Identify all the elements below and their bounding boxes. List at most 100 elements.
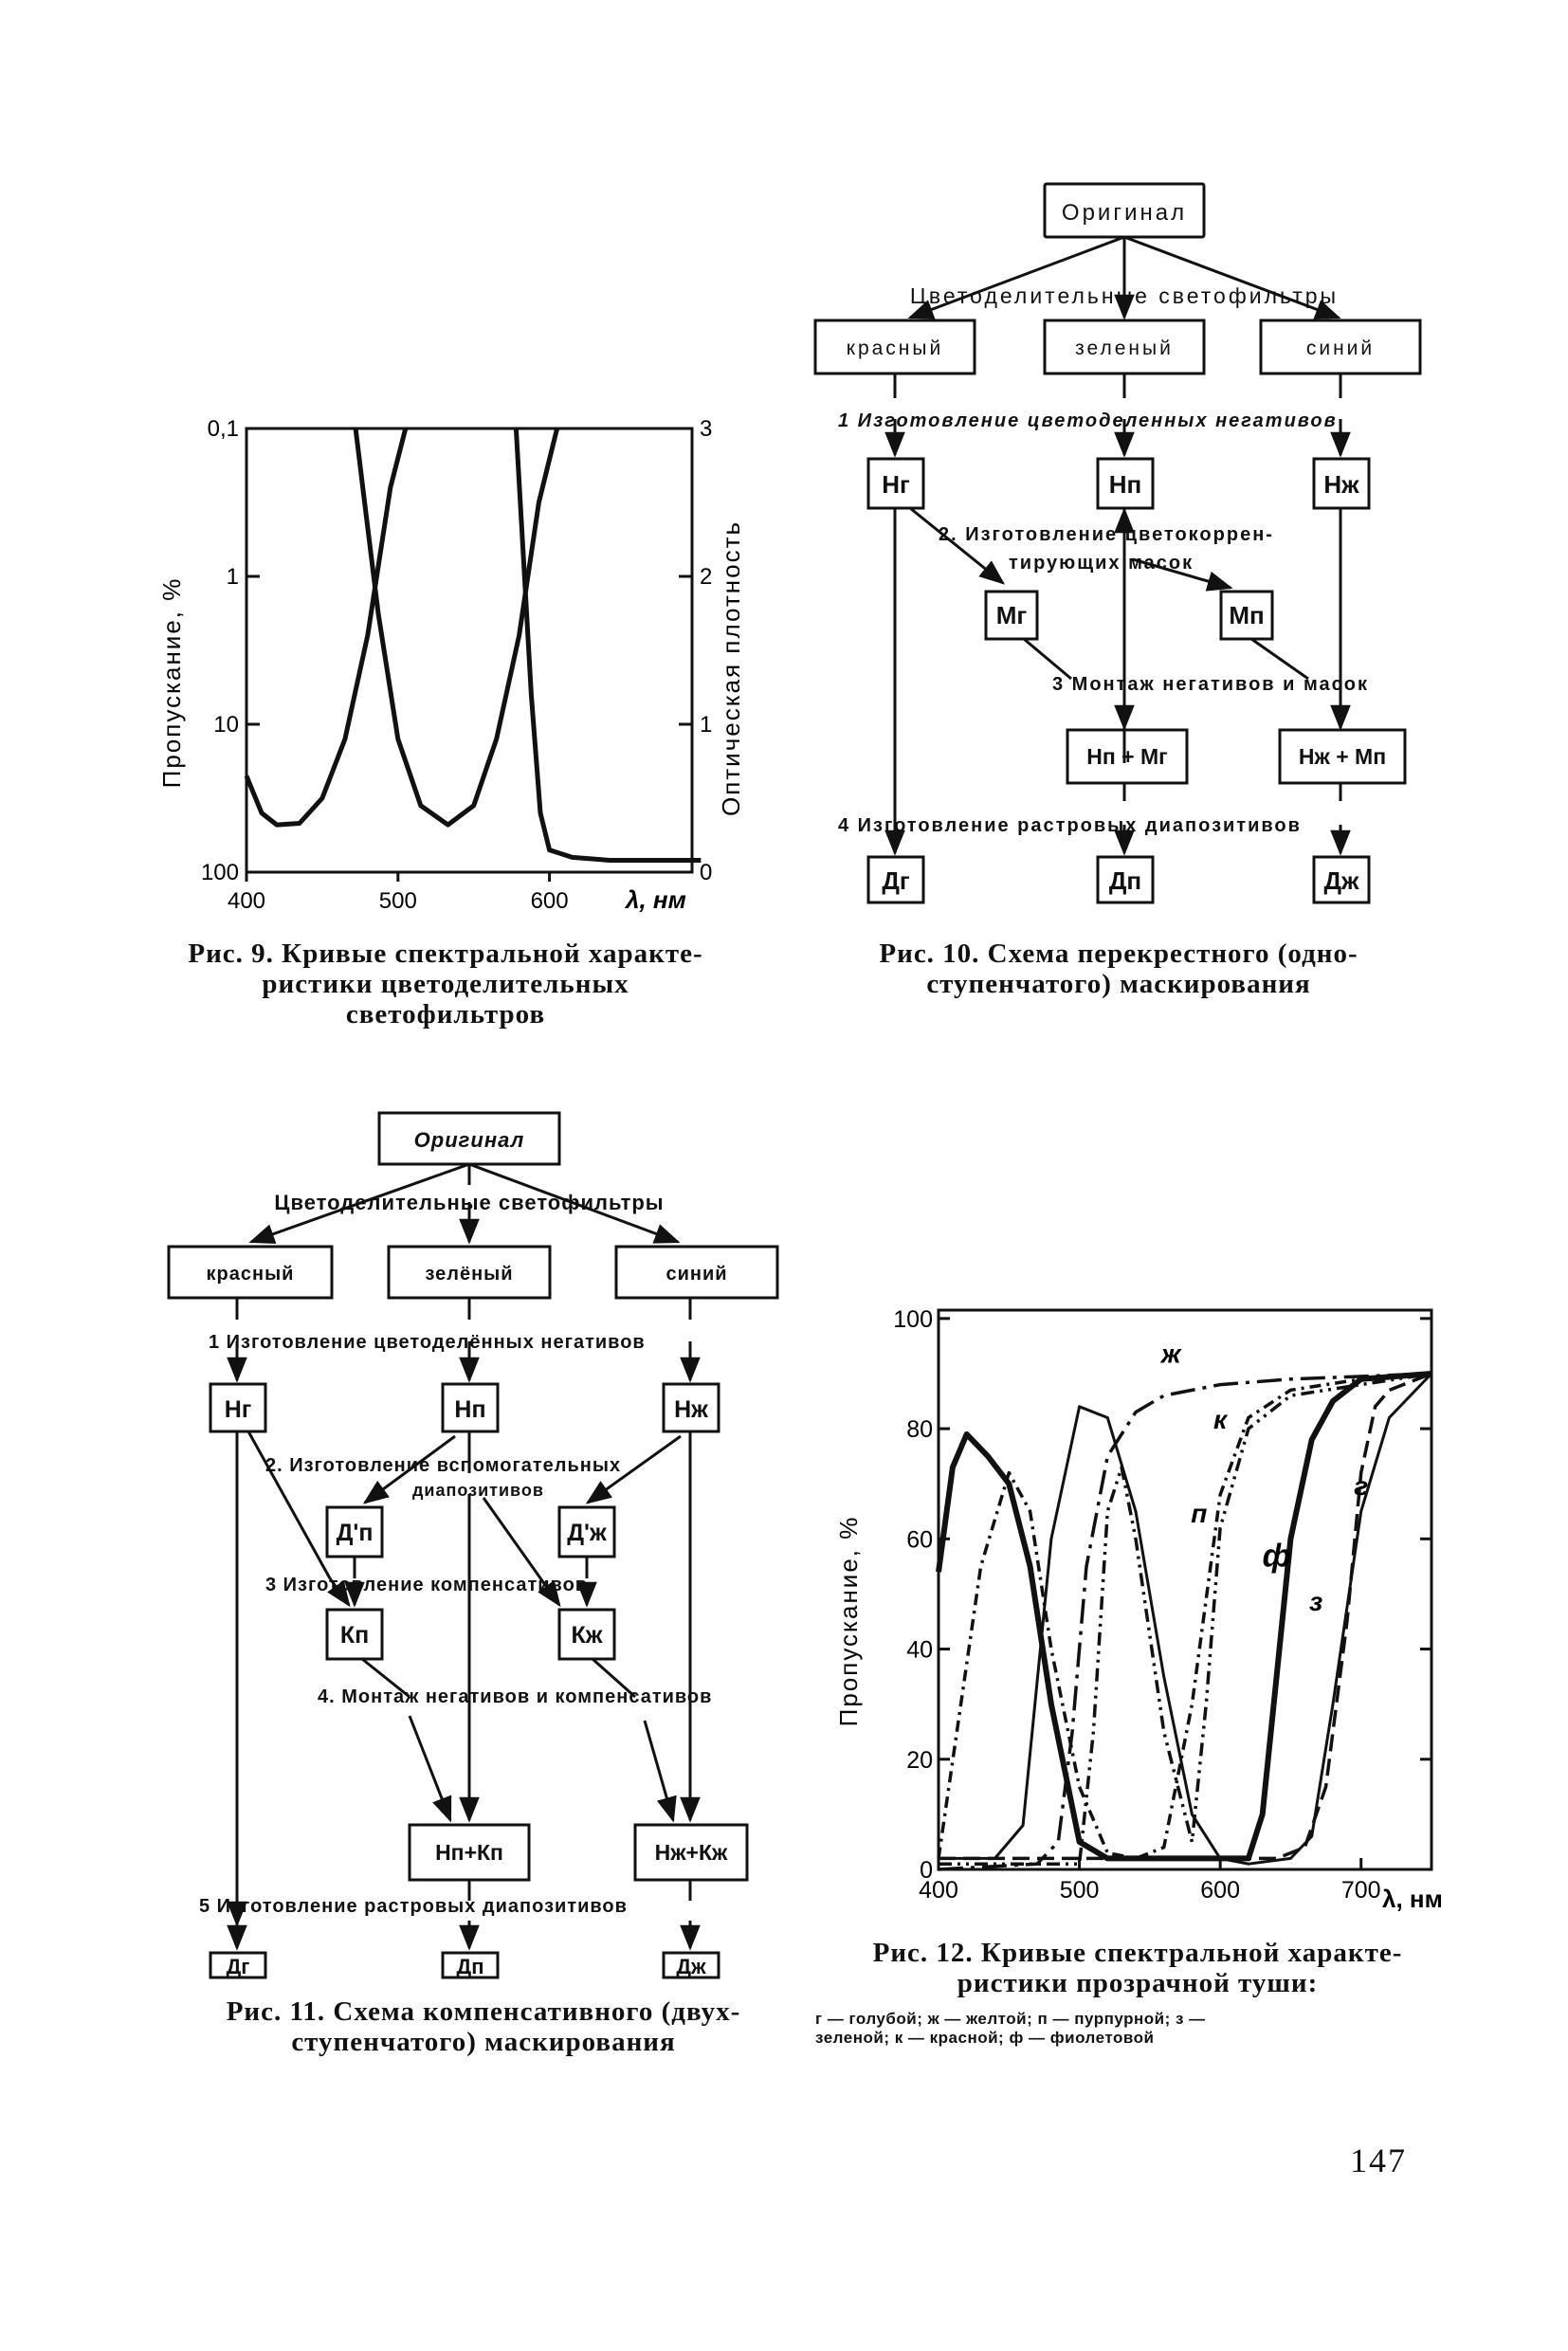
fig10-original: Оригинал	[1062, 200, 1187, 226]
fig11-step5: 5 Изготовление растровых диапозитивов	[199, 1896, 628, 1917]
fig9-ytick-left-label: 100	[201, 860, 239, 885]
fig12-ytick-label: 0	[920, 1857, 933, 1884]
fig12-series-label-г: г	[1354, 1471, 1368, 1501]
fig9-ytick-left-label: 1	[227, 564, 239, 590]
fig11-Kp: Кп	[340, 1622, 369, 1649]
fig11-step2a: 2. Изготовление вспомогательных	[265, 1455, 621, 1476]
fig9-caption: Рис. 9. Кривые спектральной характе- рис…	[180, 939, 711, 1030]
fig10-step2a: 2. Изготовление цветокоррен-	[939, 524, 1274, 545]
fig12-xtick-label: 400	[919, 1877, 958, 1904]
fig11-step3: 3 Изготовление компенсативов	[265, 1575, 588, 1595]
fig10-box-HzhMp	[1278, 728, 1407, 785]
fig12-legend-line2: зеленой; к — красной; ф — фиолетовой	[815, 2029, 1155, 2047]
fig11-caption-line1: Рис. 11. Схема компенсативного (двух-	[226, 1996, 741, 2027]
fig12-series-label-ж: ж	[1159, 1339, 1182, 1368]
fig11-Dg: Дг	[227, 1955, 250, 1978]
fig10-box-Mp	[1219, 590, 1274, 641]
fig9-caption-line3: светофильтров	[345, 999, 546, 1030]
fig10-step2b: тирующих масок	[1009, 553, 1194, 574]
fig10-red: красный	[847, 337, 943, 359]
fig12-curve-з	[939, 1372, 1433, 1866]
fig12-caption-line1: Рис. 12. Кривые спектральной характе-	[872, 1938, 1403, 1968]
fig11-caption-line2: ступенчатого) маскирования	[291, 2027, 676, 2057]
fig12-curve-ж	[938, 1372, 1432, 1871]
fig12-xtick-label: 500	[1060, 1877, 1100, 1904]
fig11-Hp: Нп	[454, 1396, 485, 1423]
fig12-caption-line2: ристики прозрачной туши:	[957, 1968, 1319, 1998]
fig12-series-label-з: з	[1309, 1587, 1322, 1616]
fig9-frame	[245, 427, 694, 874]
fig10-HpMg: Нп + Мг	[1086, 744, 1167, 769]
fig10-caption-line1: Рис. 10. Схема перекрестного (одно-	[879, 939, 1358, 969]
fig10-box-Dg	[866, 855, 925, 904]
page-number: 147	[1350, 2141, 1407, 2179]
fig12-ytick-label: 60	[906, 1526, 933, 1553]
fig9-caption-line1: Рис. 9. Кривые спектральной характе-	[188, 939, 703, 969]
fig12-curve-к	[939, 1372, 1432, 1866]
fig11-Dzh: Дж	[676, 1955, 706, 1978]
fig9-ylabel-right: Оптическая плотность	[717, 520, 739, 816]
fig11-Hzh: Нж	[674, 1396, 708, 1423]
fig12-plot: 0 20 40 60 80 100 400 500 600 700 λ, нм г ж п з к ф	[893, 1306, 1443, 1913]
fig9-ylabel-left: Пропускание, %	[157, 577, 186, 789]
figure-10-diagram: Оригинал Цветоделительные светофильтры к…	[813, 182, 1422, 904]
fig9-curve-3	[513, 428, 702, 863]
fig12-series-label-п: п	[1191, 1499, 1207, 1528]
fig11-box-Dzh	[662, 1951, 720, 1979]
fig11-Hg: Нг	[225, 1396, 251, 1423]
fig10-caption: Рис. 10. Схема перекрестного (одно- ступ…	[825, 939, 1413, 999]
fig9-ytick-right-label: 1	[700, 712, 712, 738]
fig12-xunit: λ, нм	[1382, 1885, 1443, 1913]
fig12-frame	[937, 1308, 1433, 1871]
figure-11-diagram: Оригинал Цветоделительные светофильтры к…	[167, 1111, 779, 1979]
fig9-curve-1	[244, 428, 409, 828]
fig10-Mg: Мг	[996, 601, 1028, 629]
fig11-HzhKzh: Нж+Кж	[655, 1840, 728, 1865]
fig11-caption: Рис. 11. Схема компенсативного (двух- ст…	[180, 1996, 787, 2057]
fig10-Mp: Мп	[1229, 601, 1264, 629]
fig11-Dp1: Д'п	[337, 1520, 374, 1546]
fig12-series-label-к: к	[1213, 1405, 1229, 1434]
fig11-box-Kzh	[557, 1608, 616, 1661]
fig9-ytick-right-label: 2	[700, 564, 712, 590]
fig9-xunit: λ, нм	[624, 885, 686, 914]
fig12-caption: Рис. 12. Кривые спектральной характе- ри…	[825, 1938, 1450, 1998]
fig9-ytick-right-label: 3	[700, 416, 712, 442]
fig11-original: Оригинал	[414, 1128, 525, 1152]
fig11-red: красный	[207, 1264, 295, 1285]
fig12-xtick-label: 700	[1341, 1877, 1381, 1904]
fig11-box-red	[167, 1245, 334, 1300]
fig10-caption-line2: ступенчатого) маскирования	[926, 969, 1311, 999]
fig10-box-Dp	[1096, 855, 1155, 904]
fig10-step4: 4 Изготовление растровых диапозитивов	[838, 815, 1302, 836]
fig11-step1: 1 Изготовление цветоделённых негативов	[209, 1332, 646, 1353]
fig11-Kzh: Кж	[572, 1622, 603, 1649]
fig9-xtick-label: 600	[531, 888, 569, 914]
fig12-legend: г — голубой; ж — желтой; п — пурпурной; …	[815, 2010, 1441, 2048]
fig10-step1: 1 Изготовление цветоделенных негативов	[838, 410, 1338, 431]
fig9-xtick-label: 400	[228, 888, 265, 914]
fig11-Dp: Дп	[457, 1955, 484, 1978]
fig11-Dzh1: Д'ж	[567, 1520, 607, 1546]
fig10-HzhMp: Нж + Мп	[1299, 744, 1386, 769]
fig12-xtick-label: 600	[1200, 1877, 1240, 1904]
figure-12-chart: 0 20 40 60 80 100 400 500 600 700 λ, нм г ж п з к ф Проп…	[834, 1306, 1443, 1913]
fig12-ylabel: Пропускание, %	[834, 1516, 863, 1727]
fig10-box-HpMg	[1066, 728, 1189, 785]
fig11-step4: 4. Монтаж негативов и компенсативов	[318, 1686, 712, 1707]
fig10-Hzh: Нж	[1323, 470, 1359, 499]
fig10-step3: 3 Монтаж негативов и масок	[1052, 674, 1369, 695]
fig10-box-Dzh	[1312, 855, 1371, 904]
fig12-curve-ф	[936, 1371, 1432, 1862]
fig10-Dp: Дп	[1109, 866, 1141, 895]
fig10-box-Mg	[984, 590, 1039, 641]
fig12-series-label-ф: ф	[1263, 1538, 1291, 1574]
fig10-blue: синий	[1306, 337, 1375, 359]
fig12-ytick-label: 40	[906, 1637, 933, 1664]
fig11-box-Dg	[209, 1951, 267, 1979]
fig9-caption-line2: ристики цветоделительных	[262, 969, 629, 999]
fig12-ytick-label: 100	[893, 1306, 933, 1333]
fig10-green: зеленый	[1075, 337, 1174, 359]
